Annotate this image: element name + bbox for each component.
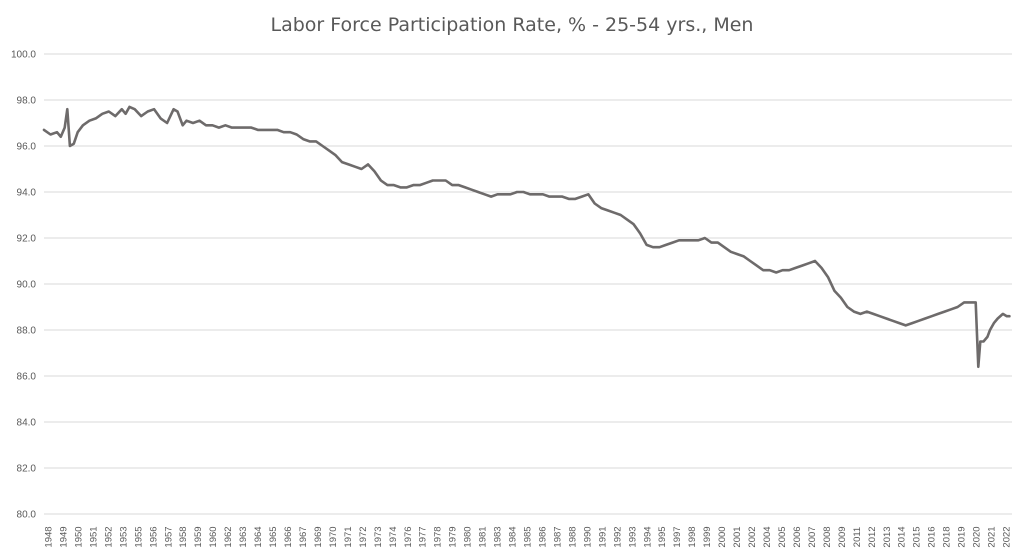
x-tick-label: 1963	[238, 526, 249, 547]
x-tick-label: 1998	[687, 526, 698, 547]
x-tick-label: 2022	[1002, 526, 1013, 547]
x-tick-label: 1992	[612, 526, 623, 547]
x-tick-label: 2013	[882, 526, 893, 547]
y-tick-label: 90.0	[17, 280, 37, 291]
x-tick-label: 1955	[133, 526, 144, 547]
x-tick-label: 1994	[642, 526, 653, 547]
x-tick-label: 2019	[957, 526, 968, 547]
x-tick-label: 1967	[298, 526, 309, 547]
x-tick-label: 1948	[44, 526, 55, 547]
x-tick-label: 1952	[103, 526, 114, 547]
y-tick-label: 98.0	[17, 96, 37, 107]
y-tick-label: 82.0	[17, 464, 37, 475]
x-tick-label: 2005	[777, 526, 788, 547]
y-tick-label: 96.0	[17, 142, 37, 153]
y-tick-label: 84.0	[17, 418, 37, 429]
x-tick-label: 1974	[388, 526, 399, 547]
x-tick-label: 1971	[343, 526, 354, 547]
y-tick-label: 94.0	[17, 188, 37, 199]
x-tick-label: 2014	[897, 526, 908, 547]
x-tick-label: 1993	[627, 526, 638, 547]
x-tick-label: 1988	[567, 526, 578, 547]
x-tick-label: 2020	[972, 526, 983, 547]
x-tick-label: 1981	[478, 526, 489, 547]
x-tick-label: 1951	[88, 526, 99, 547]
x-tick-label: 1986	[537, 526, 548, 547]
x-tick-label: 2006	[792, 526, 803, 547]
y-tick-label: 80.0	[17, 510, 37, 521]
y-tick-label: 100.0	[11, 50, 36, 61]
x-tick-label: 1949	[58, 526, 69, 547]
x-tick-label: 1990	[582, 526, 593, 547]
y-tick-label: 88.0	[17, 326, 37, 337]
series-line	[42, 105, 1011, 369]
x-tick-label: 1962	[223, 526, 234, 547]
x-tick-label: 1980	[463, 526, 474, 547]
x-tick-label: 1964	[253, 526, 264, 547]
gridlines	[44, 53, 1012, 515]
x-tick-label: 1983	[493, 526, 504, 547]
x-tick-label: 1957	[163, 526, 174, 547]
x-tick-label: 2008	[822, 526, 833, 547]
x-tick-label: 2016	[927, 526, 938, 547]
y-tick-label: 86.0	[17, 372, 37, 383]
x-axis-ticks: 1948 1949 1950 1951 1952 1953 1955 1956 1957 1958…	[44, 526, 1013, 547]
x-tick-label: 1953	[118, 526, 129, 547]
x-tick-label: 1972	[358, 526, 369, 547]
series-layer	[42, 105, 1011, 369]
x-tick-label: 2021	[987, 526, 998, 547]
x-tick-label: 1959	[193, 526, 204, 547]
x-tick-label: 1950	[73, 526, 84, 547]
x-tick-label: 1976	[403, 526, 414, 547]
x-tick-label: 1984	[508, 526, 519, 547]
x-tick-label: 2002	[747, 526, 758, 547]
x-tick-label: 1979	[448, 526, 459, 547]
x-tick-label: 2001	[732, 526, 743, 547]
x-tick-label: 1969	[313, 526, 324, 547]
x-tick-label: 2018	[942, 526, 953, 547]
x-tick-label: 2004	[762, 526, 773, 547]
x-tick-label: 1956	[148, 526, 159, 547]
y-tick-label: 92.0	[17, 234, 37, 245]
x-tick-label: 1970	[328, 526, 339, 547]
x-tick-label: 1960	[208, 526, 219, 547]
x-tick-label: 1977	[418, 526, 429, 547]
x-tick-label: 1999	[702, 526, 713, 547]
chart-title: Labor Force Participation Rate, % - 25-5…	[271, 14, 754, 36]
y-axis-ticks: 80.0 82.0 84.0 86.0 88.0 90.0 92.0 94.0 96.0 98.0…	[11, 50, 36, 521]
x-tick-label: 1973	[373, 526, 384, 547]
x-tick-label: 2009	[837, 526, 848, 547]
x-tick-label: 1985	[523, 526, 534, 547]
x-tick-label: 2011	[852, 527, 863, 547]
x-tick-label: 2015	[912, 526, 923, 547]
x-tick-label: 1978	[433, 526, 444, 547]
x-tick-label: 1966	[283, 526, 294, 547]
x-tick-label: 1965	[268, 526, 279, 547]
x-tick-label: 2007	[807, 526, 818, 547]
x-tick-label: 2012	[867, 526, 878, 547]
x-tick-label: 1991	[597, 526, 608, 547]
x-tick-label: 1995	[657, 526, 668, 547]
x-tick-label: 1958	[178, 526, 189, 547]
x-tick-label: 1997	[672, 526, 683, 547]
x-tick-label: 2000	[717, 526, 728, 547]
x-tick-label: 1987	[552, 526, 563, 547]
